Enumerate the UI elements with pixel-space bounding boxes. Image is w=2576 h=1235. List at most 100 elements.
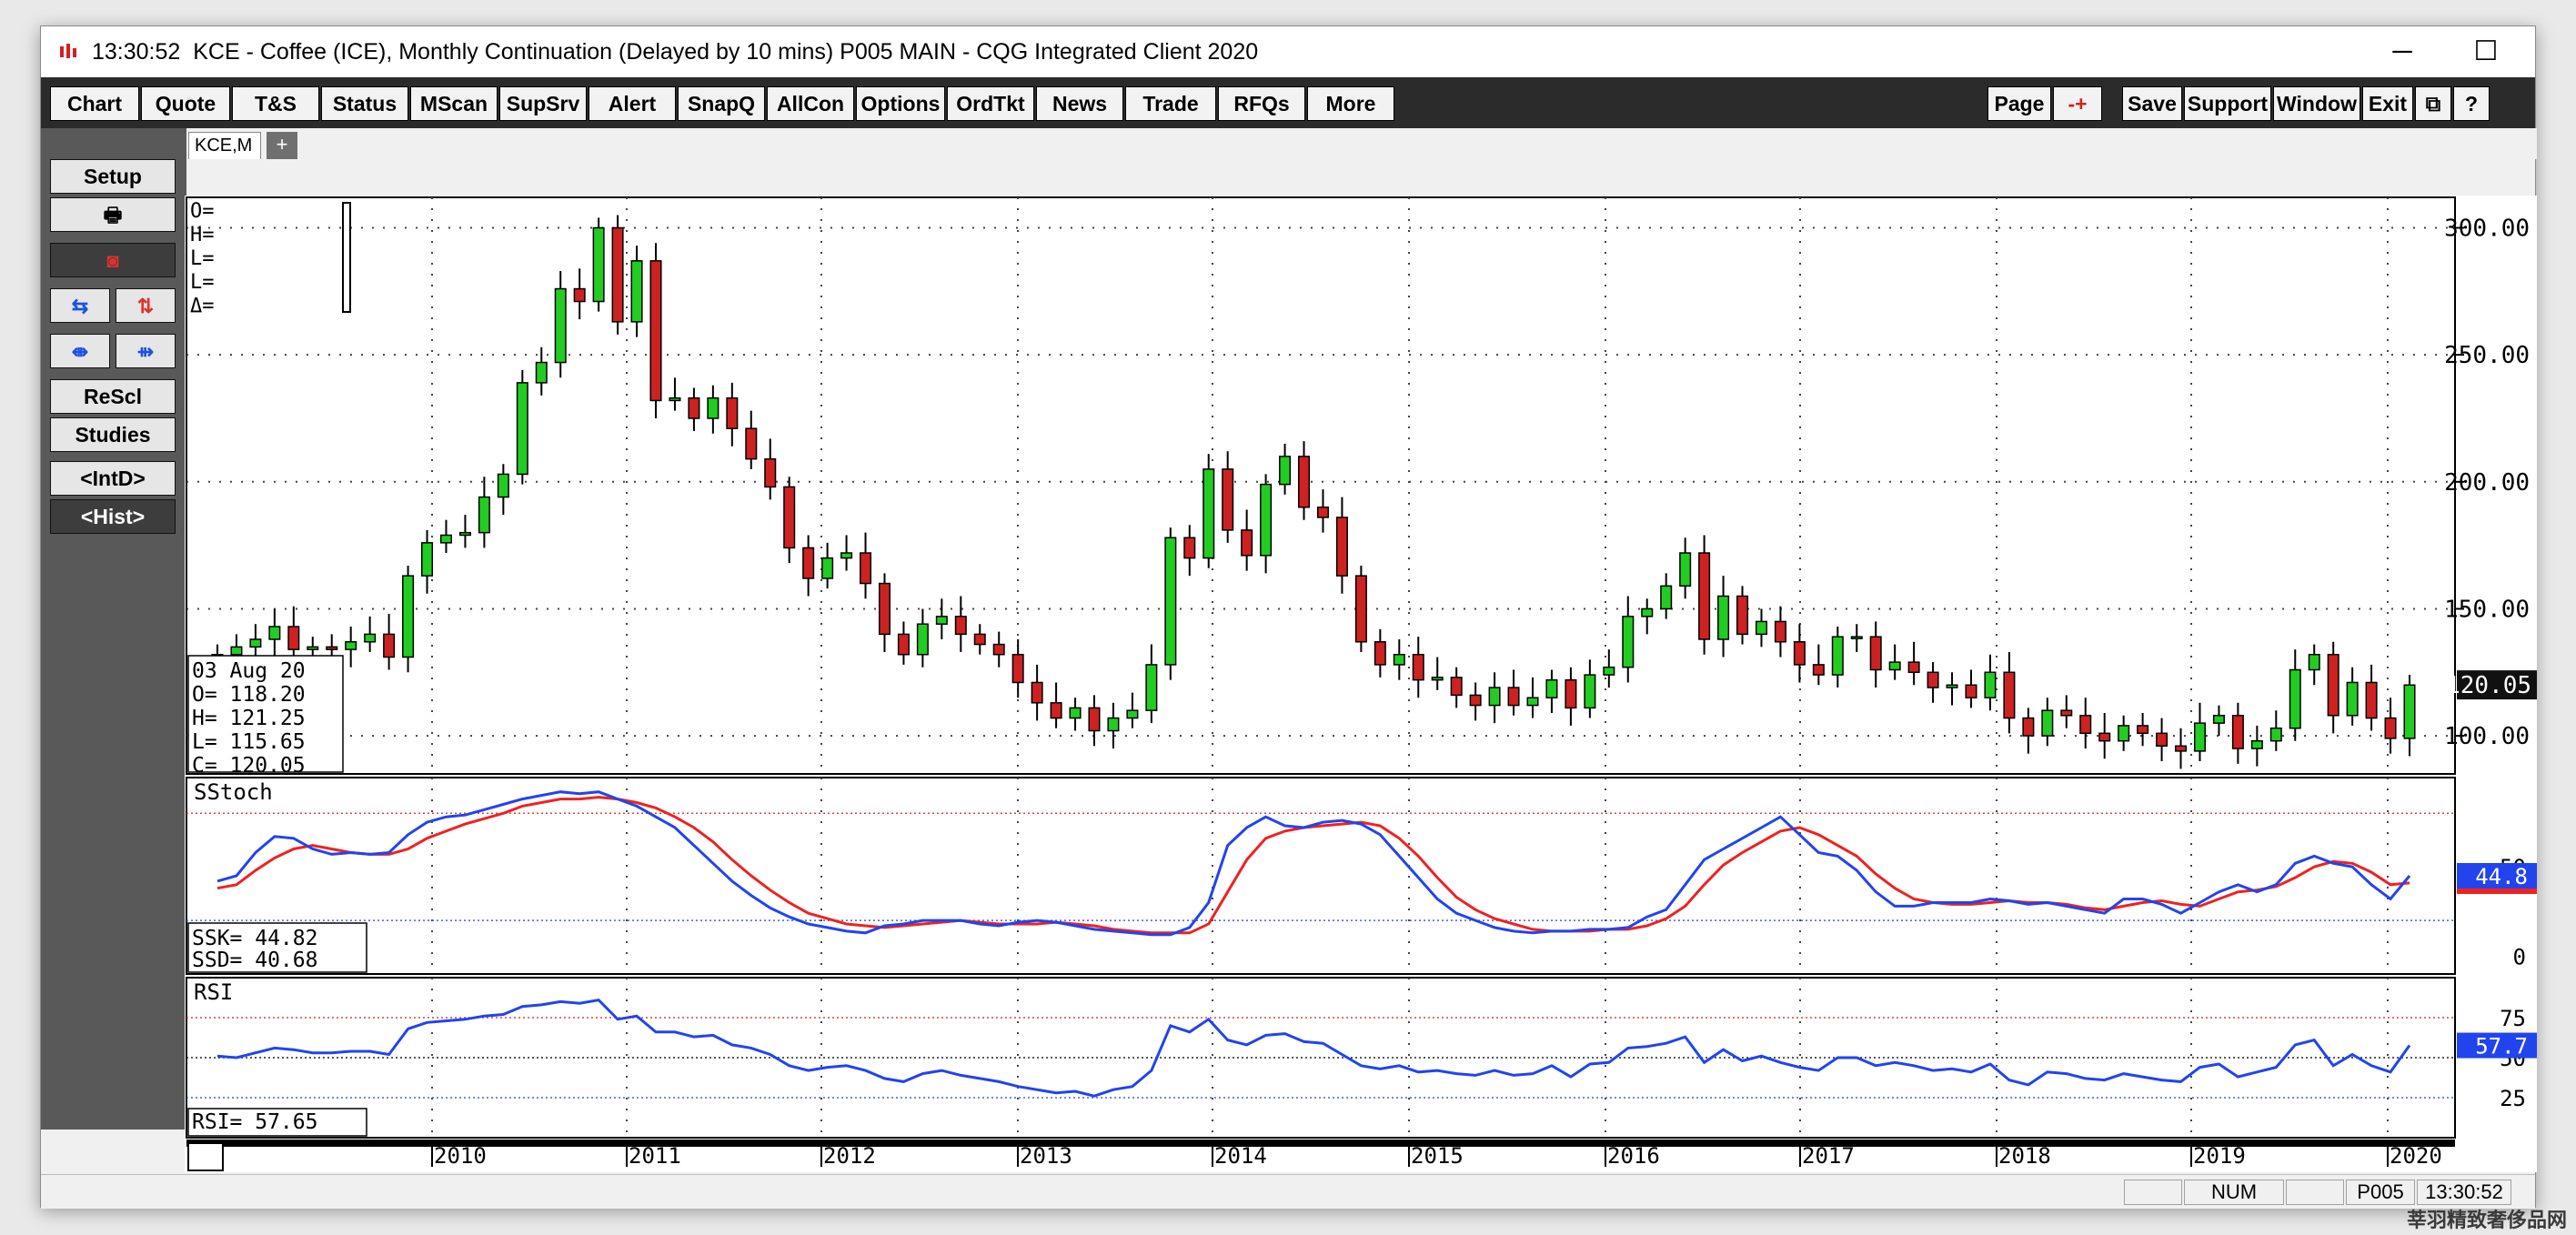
- candle-up: [307, 646, 319, 650]
- toolbar-quote-button[interactable]: Quote: [141, 86, 230, 121]
- candle-down: [860, 552, 872, 585]
- close-button[interactable]: [2528, 26, 2537, 77]
- cursor-label-1: H=: [190, 224, 215, 246]
- x-tick-label-2016: 2016: [1607, 1143, 1660, 1169]
- y-tick-label-150.00: 150.00: [2444, 596, 2530, 623]
- candle-down: [1088, 707, 1101, 732]
- ohlc-box: [187, 655, 344, 773]
- candle-up: [2269, 727, 2282, 742]
- candle-up: [478, 496, 490, 534]
- candle-up: [421, 542, 434, 577]
- toolbar-status-button[interactable]: Status: [321, 86, 408, 121]
- toolbar-trade-button[interactable]: Trade: [1125, 86, 1216, 121]
- pane-frame-1: [186, 777, 2456, 975]
- candle-up: [2403, 684, 2416, 739]
- scroll-right-button[interactable]: ⇅: [116, 288, 176, 323]
- toolbar-rfqs-button[interactable]: RFQs: [1218, 86, 1305, 121]
- ssd-value-tag: [2457, 889, 2537, 894]
- toolbar-chart-button[interactable]: Chart: [50, 86, 139, 121]
- toolbar-supsrv-button[interactable]: SupSrv: [499, 86, 587, 121]
- candle-up: [1850, 636, 1863, 639]
- candle-up: [1393, 653, 1405, 666]
- ohlc-line-1: O= 118.20: [192, 683, 306, 707]
- toolbar-mscan-button[interactable]: MScan: [410, 86, 498, 121]
- candle-up: [1984, 671, 1997, 698]
- candle-up: [669, 397, 681, 402]
- candle-down: [1050, 702, 1062, 719]
- cursor-bar: [342, 202, 351, 313]
- scroll-left-button[interactable]: ⇆: [50, 288, 110, 323]
- candle-up: [1603, 666, 1615, 676]
- toolbar-window-button[interactable]: Window: [2273, 86, 2360, 121]
- window-title: 13:30:52 KCE - Coffee (ICE), Monthly Con…: [92, 39, 1258, 65]
- toolbar-ts-button[interactable]: T&S: [232, 86, 319, 121]
- studies-button[interactable]: Studies: [50, 417, 176, 452]
- ohlc-line-3: L= 115.65: [192, 730, 306, 754]
- x-tick-label-2012: 2012: [823, 1143, 876, 1169]
- candle-up: [1717, 595, 1730, 640]
- toolbar-help-button[interactable]: ?: [2453, 86, 2490, 121]
- toolbar-alert-button[interactable]: Alert: [589, 86, 676, 121]
- minimize-button[interactable]: ─: [2392, 36, 2412, 66]
- zoom-in-button[interactable]: ⇼: [50, 334, 110, 368]
- candle-up: [516, 382, 528, 476]
- last-price-value: 120.05: [2446, 672, 2531, 699]
- candle-down: [1183, 537, 1196, 559]
- chart-area[interactable]: 2010 2011 2012 2013 2014 2015 2016 2017 2018 2019…: [185, 159, 2537, 1172]
- rescale-button[interactable]: ReScl: [50, 379, 176, 414]
- toolbar-options-button[interactable]: Options: [856, 86, 945, 121]
- toolbar-exit-button[interactable]: Exit: [2362, 86, 2413, 121]
- zoom-in-icon: ⇼: [71, 340, 89, 363]
- print-button[interactable]: 🖶: [50, 197, 176, 232]
- candle-up: [249, 638, 262, 648]
- toolbar-allcon-button[interactable]: AllCon: [767, 86, 854, 121]
- snapshot-button[interactable]: ◙: [50, 243, 176, 277]
- candle-up: [1202, 468, 1215, 559]
- status-bar: NUM P005 13:30:52: [41, 1174, 2535, 1209]
- candle-up: [1679, 552, 1692, 587]
- toolbar-save-button[interactable]: Save: [2122, 86, 2182, 121]
- candle-down: [1298, 456, 1311, 508]
- candle-down: [1450, 677, 1463, 697]
- setup-button[interactable]: Setup: [50, 159, 176, 194]
- rsi-tick-75: 75: [2500, 1006, 2526, 1031]
- candle-up: [268, 626, 281, 640]
- toolbar-restore-button[interactable]: ⧉: [2415, 86, 2451, 121]
- toolbar-news-button[interactable]: News: [1036, 86, 1123, 121]
- toolbar-snapq-button[interactable]: SnapQ: [678, 86, 765, 121]
- candle-up: [1260, 483, 1273, 557]
- candle-up: [1069, 707, 1082, 719]
- toolbar-more-button[interactable]: More: [1307, 86, 1394, 121]
- candle-down: [2098, 732, 2111, 742]
- toolbar-support-button[interactable]: Support: [2184, 86, 2271, 121]
- historical-button[interactable]: <Hist>: [50, 499, 176, 534]
- title-text: KCE - Coffee (ICE), Monthly Continuation…: [193, 39, 1259, 65]
- toolbar-ordtkt-button[interactable]: OrdTkt: [947, 86, 1034, 121]
- candle-down: [2231, 715, 2244, 749]
- candle-down: [383, 633, 396, 658]
- candle-up: [1622, 616, 1635, 668]
- add-tab-button[interactable]: +: [267, 132, 297, 159]
- candle-down: [611, 226, 624, 323]
- intraday-button[interactable]: <IntD>: [50, 461, 176, 496]
- candle-down: [2175, 745, 2188, 752]
- zoom-out-button[interactable]: ⇻: [116, 334, 176, 368]
- candle-up: [2346, 681, 2359, 717]
- candle-up: [2118, 725, 2130, 742]
- pane-frame-0: [186, 196, 2456, 775]
- candle-down: [688, 397, 700, 419]
- x-tick-label-2018: 2018: [1998, 1143, 2051, 1169]
- toolbar-zoom-toggle-button[interactable]: -+: [2053, 86, 2102, 121]
- candle-down: [1241, 529, 1253, 557]
- candle-down: [2365, 681, 2378, 719]
- tab-kce-monthly[interactable]: KCE,M: [188, 132, 261, 159]
- toolbar-page-button[interactable]: Page: [1987, 86, 2051, 121]
- maximize-button[interactable]: ☐: [2473, 36, 2499, 66]
- candle-up: [916, 623, 929, 656]
- candle-down: [1565, 678, 1577, 709]
- time-axis-box: [187, 1142, 224, 1171]
- printer-icon: 🖶: [103, 204, 123, 226]
- candle-down: [1031, 681, 1043, 704]
- watermark-text: 莘羽精致奢侈品网: [2406, 1209, 2567, 1231]
- x-tick-label-2017: 2017: [1802, 1143, 1855, 1169]
